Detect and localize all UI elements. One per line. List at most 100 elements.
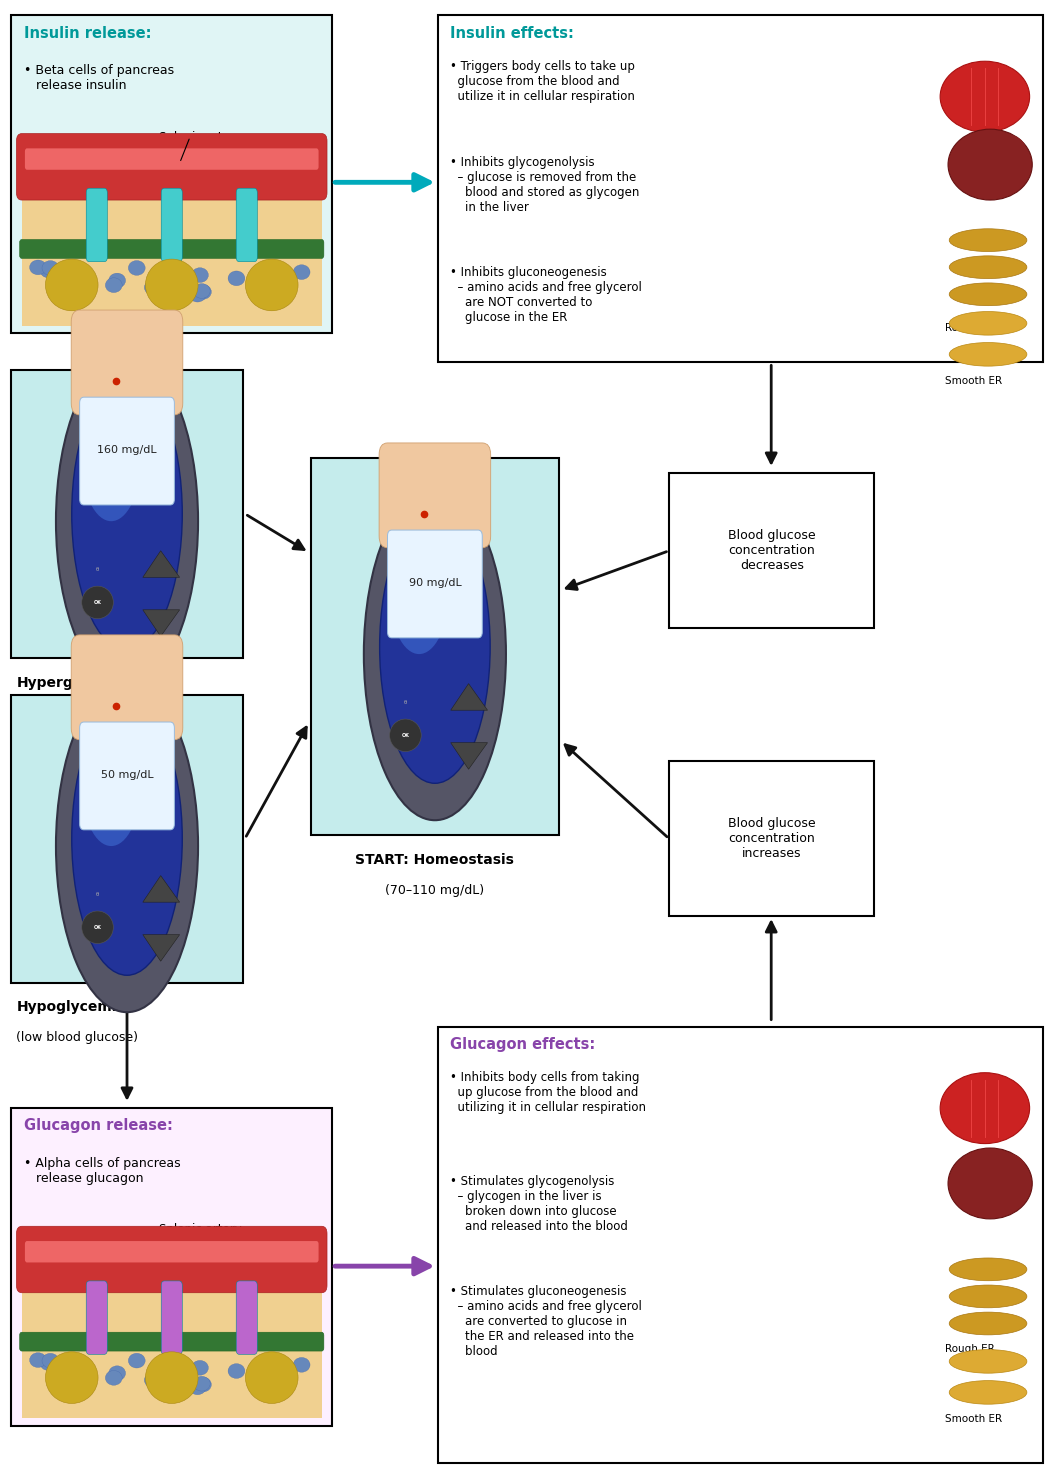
Text: Smooth ER: Smooth ER [944,1414,1002,1423]
Text: OK: OK [94,925,101,930]
Text: • Beta cells of pancreas
   release insulin: • Beta cells of pancreas release insulin [24,64,174,92]
Ellipse shape [144,1373,161,1388]
Ellipse shape [940,61,1030,132]
Polygon shape [142,875,179,902]
Text: θ: θ [96,893,99,897]
FancyBboxPatch shape [12,370,242,658]
Ellipse shape [950,229,1027,251]
Ellipse shape [192,268,209,282]
Ellipse shape [82,403,140,522]
Polygon shape [451,684,488,711]
Polygon shape [142,551,179,578]
Ellipse shape [129,1354,145,1369]
Ellipse shape [79,1366,96,1380]
FancyBboxPatch shape [25,1242,318,1262]
Text: OK: OK [402,733,409,738]
Ellipse shape [988,1153,1026,1185]
Ellipse shape [145,1352,198,1404]
FancyBboxPatch shape [17,133,327,200]
Ellipse shape [109,1366,125,1380]
Text: 160 mg/dL: 160 mg/dL [97,445,157,455]
Text: θ: θ [96,568,99,572]
FancyBboxPatch shape [161,188,182,262]
FancyBboxPatch shape [72,636,182,739]
Ellipse shape [82,587,114,619]
Ellipse shape [40,263,57,278]
Ellipse shape [56,355,198,687]
Ellipse shape [30,1352,46,1367]
Ellipse shape [192,1360,209,1375]
Ellipse shape [950,1258,1027,1281]
Text: OK: OK [94,600,101,605]
Ellipse shape [67,1376,84,1391]
Text: 50 mg/dL: 50 mg/dL [101,770,153,780]
FancyBboxPatch shape [12,15,332,333]
Ellipse shape [72,377,182,650]
Ellipse shape [189,1380,206,1395]
Ellipse shape [950,1349,1027,1373]
Text: • Alpha cells of pancreas
   release glucagon: • Alpha cells of pancreas release glucag… [24,1157,180,1185]
Ellipse shape [189,287,206,302]
Polygon shape [142,610,179,637]
Ellipse shape [293,1357,310,1372]
Ellipse shape [246,259,298,310]
FancyBboxPatch shape [669,761,875,916]
Ellipse shape [56,680,198,1012]
Text: Insulin release:: Insulin release: [24,25,152,41]
FancyBboxPatch shape [12,695,242,983]
FancyBboxPatch shape [20,1332,324,1351]
FancyBboxPatch shape [20,239,324,259]
Ellipse shape [195,1377,212,1392]
FancyBboxPatch shape [22,140,321,325]
Text: Rough ER: Rough ER [944,1345,995,1354]
Ellipse shape [379,510,490,783]
Ellipse shape [948,1148,1032,1219]
Ellipse shape [195,284,212,299]
Text: Smooth ER: Smooth ER [944,375,1002,386]
Ellipse shape [151,266,168,281]
Ellipse shape [950,1312,1027,1335]
FancyBboxPatch shape [437,1027,1042,1463]
FancyBboxPatch shape [80,723,174,829]
Text: 90 mg/dL: 90 mg/dL [409,578,462,588]
FancyBboxPatch shape [80,398,174,505]
Text: Splenic artery: Splenic artery [158,130,241,143]
Polygon shape [142,934,179,961]
Ellipse shape [246,1352,298,1404]
Ellipse shape [151,1358,168,1373]
Text: Splenic artery: Splenic artery [158,1224,241,1236]
Text: Blood glucose
concentration
increases: Blood glucose concentration increases [728,817,816,860]
Ellipse shape [30,260,46,275]
Text: START: Homeostasis: START: Homeostasis [355,853,514,866]
Ellipse shape [40,1355,57,1370]
Ellipse shape [145,259,198,310]
Text: θ: θ [404,701,407,705]
FancyBboxPatch shape [86,188,108,262]
Ellipse shape [75,1376,92,1391]
Ellipse shape [950,1284,1027,1308]
Ellipse shape [950,312,1027,336]
Ellipse shape [144,279,161,294]
FancyBboxPatch shape [12,1108,332,1426]
Text: (low blood glucose): (low blood glucose) [17,1032,138,1045]
FancyBboxPatch shape [379,443,491,548]
Ellipse shape [228,1364,245,1379]
Ellipse shape [950,1380,1027,1404]
FancyBboxPatch shape [388,531,483,638]
Ellipse shape [256,282,273,297]
Text: Blood glucose
concentration
decreases: Blood glucose concentration decreases [728,529,816,572]
Text: Hyperglycemia: Hyperglycemia [17,675,133,690]
FancyBboxPatch shape [669,473,875,628]
Ellipse shape [193,284,210,299]
Ellipse shape [950,256,1027,278]
Ellipse shape [129,260,145,275]
Ellipse shape [67,284,84,299]
FancyBboxPatch shape [236,1281,257,1354]
FancyBboxPatch shape [161,1281,182,1354]
Ellipse shape [45,1352,98,1404]
Text: • Inhibits body cells from taking
  up glucose from the blood and
  utilizing it: • Inhibits body cells from taking up glu… [450,1072,646,1114]
Ellipse shape [82,910,114,943]
Text: • Stimulates gluconeogenesis
  – amino acids and free glycerol
    are converted: • Stimulates gluconeogenesis – amino aci… [450,1286,642,1358]
Ellipse shape [293,265,310,279]
Ellipse shape [75,284,92,299]
